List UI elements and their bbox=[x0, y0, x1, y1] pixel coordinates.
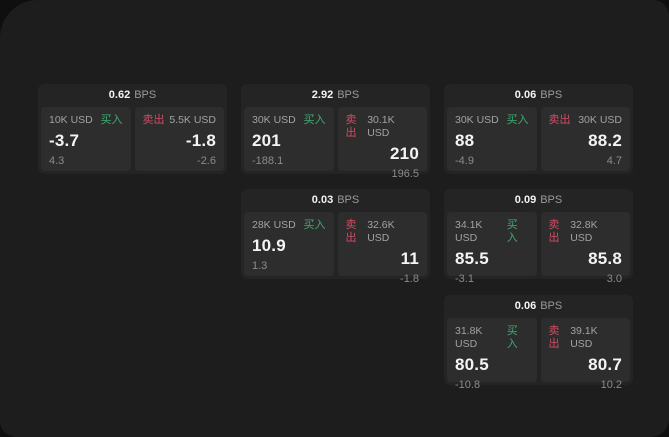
spread-header: 0.06 BPS bbox=[444, 84, 633, 107]
spread-header: 0.62 BPS bbox=[38, 84, 227, 107]
spread-unit-label: BPS bbox=[540, 300, 563, 312]
sell-side-button[interactable]: 卖出 bbox=[548, 114, 571, 126]
spread-value: 0.06 bbox=[514, 89, 537, 101]
buy-quote-panel[interactable]: 30K USD 买入 88 -4.9 bbox=[447, 107, 537, 171]
buy-side-button[interactable]: 买入 bbox=[506, 114, 529, 126]
buy-amount: 30K USD bbox=[252, 114, 296, 126]
buy-amount: 28K USD bbox=[252, 219, 296, 231]
sell-price: 88.2 bbox=[588, 131, 622, 150]
buy-amount: 10K USD bbox=[49, 114, 93, 126]
spread-unit-label: BPS bbox=[134, 89, 157, 101]
buy-delta: 4.3 bbox=[49, 155, 65, 167]
sell-quote-panel[interactable]: 卖出 30.1K USD 210 196.5 bbox=[337, 107, 427, 180]
spread-value: 0.06 bbox=[514, 300, 537, 312]
spread-unit-label: BPS bbox=[540, 194, 563, 206]
sell-quote-panel[interactable]: 卖出 32.6K USD 11 -1.8 bbox=[337, 212, 427, 285]
sell-price: 85.8 bbox=[588, 249, 622, 268]
sell-delta: 4.7 bbox=[606, 155, 622, 167]
spread-unit-label: BPS bbox=[540, 89, 563, 101]
buy-price: 88 bbox=[455, 131, 475, 150]
spread-header: 0.09 BPS bbox=[444, 189, 633, 212]
quote-card: 2.92 BPS 30K USD 买入 201 -188.1 卖出 30.1K … bbox=[241, 84, 430, 180]
sell-delta: 196.5 bbox=[391, 168, 419, 180]
buy-quote-panel[interactable]: 28K USD 买入 10.9 1.3 bbox=[244, 212, 334, 276]
spread-unit-label: BPS bbox=[337, 194, 360, 206]
sell-amount: 30K USD bbox=[578, 114, 622, 126]
sell-price: -1.8 bbox=[185, 131, 216, 150]
quote-card: 0.09 BPS 34.1K USD 买入 85.5 -3.1 卖出 32.8K… bbox=[444, 189, 633, 285]
sell-amount: 39.1K USD bbox=[570, 325, 598, 350]
buy-amount: 34.1K USD bbox=[455, 219, 483, 244]
buy-side-button[interactable]: 买入 bbox=[506, 219, 518, 244]
buy-amount: 31.8K USD bbox=[455, 325, 483, 350]
spread-value: 0.62 bbox=[108, 89, 131, 101]
sell-quote-panel[interactable]: 卖出 32.8K USD 85.8 3.0 bbox=[540, 212, 630, 285]
buy-price: -3.7 bbox=[49, 131, 80, 150]
sell-side-button[interactable]: 卖出 bbox=[142, 114, 165, 126]
spread-value: 2.92 bbox=[311, 89, 334, 101]
sell-amount: 32.6K USD bbox=[367, 219, 395, 244]
sell-quote-panel[interactable]: 卖出 30K USD 88.2 4.7 bbox=[540, 107, 630, 171]
sell-price: 80.7 bbox=[588, 355, 622, 374]
spread-value: 0.03 bbox=[311, 194, 334, 206]
sell-side-button[interactable]: 卖出 bbox=[548, 219, 560, 244]
sell-delta: -1.8 bbox=[400, 273, 419, 285]
buy-price: 85.5 bbox=[455, 249, 489, 268]
spread-header: 0.03 BPS bbox=[241, 189, 430, 212]
sell-delta: 3.0 bbox=[606, 273, 622, 285]
quote-card: 0.06 BPS 30K USD 买入 88 -4.9 卖出 30K USD 8… bbox=[444, 84, 633, 174]
sell-side-button[interactable]: 卖出 bbox=[345, 219, 357, 244]
spread-unit-label: BPS bbox=[337, 89, 360, 101]
quote-card: 0.06 BPS 31.8K USD 买入 80.5 -10.8 卖出 39.1… bbox=[444, 295, 633, 391]
sell-price: 11 bbox=[400, 249, 419, 268]
sell-quote-panel[interactable]: 卖出 39.1K USD 80.7 10.2 bbox=[540, 318, 630, 391]
buy-side-button[interactable]: 买入 bbox=[303, 114, 326, 126]
buy-price: 80.5 bbox=[455, 355, 489, 374]
buy-delta: 1.3 bbox=[252, 260, 268, 272]
quote-card: 0.62 BPS 10K USD 买入 -3.7 4.3 卖出 5.5K USD… bbox=[38, 84, 227, 174]
spread-value: 0.09 bbox=[514, 194, 537, 206]
sell-side-button[interactable]: 卖出 bbox=[548, 325, 560, 350]
buy-quote-panel[interactable]: 34.1K USD 买入 85.5 -3.1 bbox=[447, 212, 537, 285]
buy-amount: 30K USD bbox=[455, 114, 499, 126]
buy-delta: -188.1 bbox=[252, 155, 284, 167]
buy-delta: -3.1 bbox=[455, 273, 474, 285]
buy-price: 10.9 bbox=[252, 236, 286, 255]
sell-quote-panel[interactable]: 卖出 5.5K USD -1.8 -2.6 bbox=[134, 107, 224, 171]
sell-price: 210 bbox=[390, 144, 419, 163]
sell-side-button[interactable]: 卖出 bbox=[345, 114, 357, 139]
sell-amount: 30.1K USD bbox=[367, 114, 395, 139]
buy-side-button[interactable]: 买入 bbox=[303, 219, 326, 231]
sell-amount: 5.5K USD bbox=[169, 114, 216, 126]
buy-side-button[interactable]: 买入 bbox=[506, 325, 518, 350]
buy-delta: -10.8 bbox=[455, 379, 481, 391]
buy-quote-panel[interactable]: 10K USD 买入 -3.7 4.3 bbox=[41, 107, 131, 171]
buy-delta: -4.9 bbox=[455, 155, 474, 167]
sell-delta: 10.2 bbox=[600, 379, 622, 391]
quote-card: 0.03 BPS 28K USD 买入 10.9 1.3 卖出 32.6K US… bbox=[241, 189, 430, 285]
buy-side-button[interactable]: 买入 bbox=[100, 114, 123, 126]
buy-quote-panel[interactable]: 30K USD 买入 201 -188.1 bbox=[244, 107, 334, 171]
buy-price: 201 bbox=[252, 131, 281, 150]
buy-quote-panel[interactable]: 31.8K USD 买入 80.5 -10.8 bbox=[447, 318, 537, 391]
sell-amount: 32.8K USD bbox=[570, 219, 598, 244]
sell-delta: -2.6 bbox=[197, 155, 216, 167]
spread-header: 2.92 BPS bbox=[241, 84, 430, 107]
spread-header: 0.06 BPS bbox=[444, 295, 633, 318]
